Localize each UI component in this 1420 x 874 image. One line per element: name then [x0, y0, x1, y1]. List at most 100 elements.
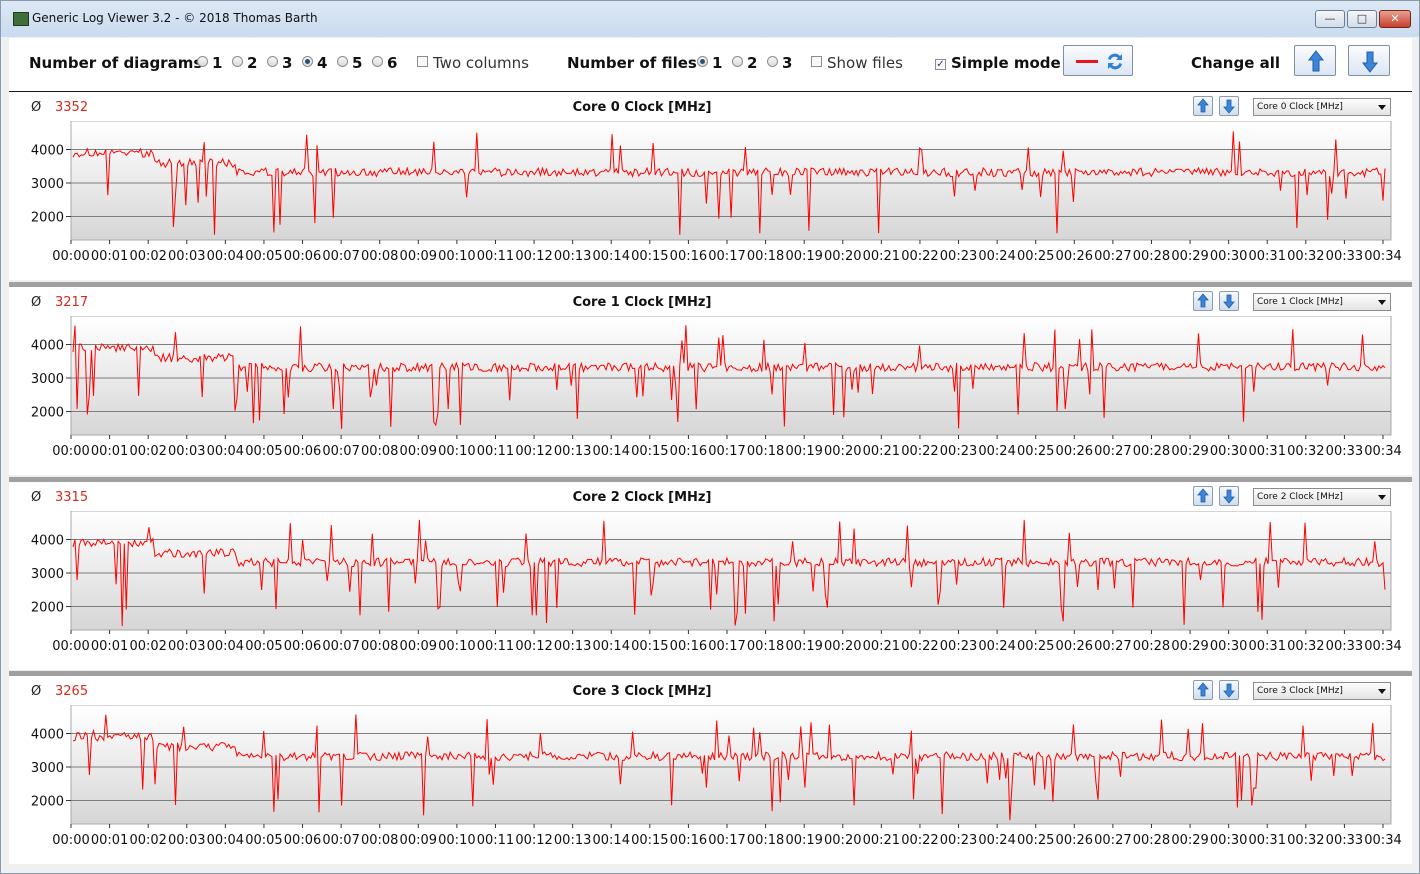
x-tick-label: 00:19: [785, 249, 822, 264]
x-tick-label: 00:33: [1326, 444, 1363, 459]
x-tick-label: 00:02: [129, 249, 166, 264]
x-tick-label: 00:27: [1094, 833, 1131, 848]
x-tick-label: 00:31: [1249, 249, 1286, 264]
toolbar: Number of diagrams 1 2 3 4 5 6 Two colum…: [9, 38, 1412, 93]
move-all-down-button[interactable]: [1348, 45, 1390, 76]
x-tick-label: 00:04: [207, 444, 244, 459]
checkbox-icon: [811, 56, 822, 67]
diagrams-option-4[interactable]: 4: [302, 54, 327, 72]
x-tick-label: 00:22: [901, 249, 938, 264]
series-line: [72, 131, 1386, 235]
arrow-down-icon: [1223, 683, 1235, 698]
x-tick-label: 00:22: [901, 444, 938, 459]
panel-separator[interactable]: [9, 282, 1412, 288]
x-tick-label: 00:12: [515, 249, 552, 264]
x-tick-label: 00:16: [670, 639, 707, 654]
x-tick-label: 00:05: [245, 639, 282, 654]
radio-icon: [232, 56, 243, 67]
x-tick-label: 00:08: [361, 639, 398, 654]
arrow-up-icon: [1197, 293, 1209, 308]
move-down-button[interactable]: [1219, 96, 1239, 116]
chevron-down-icon: [1378, 105, 1386, 110]
minimize-button[interactable]: —: [1315, 10, 1345, 28]
line-color-icon: [1076, 53, 1122, 70]
close-button[interactable]: ✕: [1379, 10, 1411, 28]
app-icon: [13, 12, 29, 26]
series-select-value: Core 0 Clock [MHz]: [1257, 102, 1343, 112]
average-symbol: Ø: [31, 490, 42, 505]
x-tick-label: 00:33: [1326, 249, 1363, 264]
x-tick-label: 00:09: [400, 249, 437, 264]
x-tick-label: 00:11: [477, 444, 514, 459]
x-tick-label: 00:25: [1017, 639, 1054, 654]
series-select[interactable]: Core 0 Clock [MHz]: [1253, 98, 1391, 116]
move-down-button[interactable]: [1219, 680, 1239, 700]
x-tick-label: 00:27: [1094, 639, 1131, 654]
series-select[interactable]: Core 1 Clock [MHz]: [1253, 293, 1391, 311]
x-tick-label: 00:19: [785, 444, 822, 459]
x-tick-label: 00:18: [747, 444, 784, 459]
x-tick-label: 00:04: [207, 639, 244, 654]
radio-selected-icon: [302, 56, 313, 67]
radio-icon: [267, 56, 278, 67]
x-tick-label: 00:33: [1326, 639, 1363, 654]
maximize-button[interactable]: □: [1347, 10, 1377, 28]
x-tick-label: 00:32: [1287, 833, 1324, 848]
diagrams-option-2[interactable]: 2: [232, 54, 257, 72]
x-tick-label: 00:09: [400, 833, 437, 848]
y-tick-label: 4000: [31, 143, 64, 158]
y-tick-label: 4000: [31, 338, 64, 353]
radio-icon: [337, 56, 348, 67]
files-option-3[interactable]: 3: [767, 54, 792, 72]
x-tick-label: 00:05: [245, 444, 282, 459]
move-up-button[interactable]: [1193, 96, 1213, 116]
diagrams-option-1[interactable]: 1: [197, 54, 222, 72]
simple-mode-checkbox[interactable]: ✓ Simple mode: [935, 54, 1061, 72]
x-tick-label: 00:16: [670, 444, 707, 459]
show-files-checkbox[interactable]: Show files: [811, 54, 903, 72]
y-tick-label: 2000: [31, 795, 64, 810]
series-line: [72, 325, 1386, 429]
move-all-up-button[interactable]: [1294, 45, 1336, 76]
diagrams-option-3[interactable]: 3: [267, 54, 292, 72]
x-tick-label: 00:25: [1017, 444, 1054, 459]
arrow-down-icon: [1223, 489, 1235, 504]
panel-separator[interactable]: [9, 477, 1412, 483]
series-select[interactable]: Core 2 Clock [MHz]: [1253, 488, 1391, 506]
plot-area: [70, 705, 1392, 825]
x-tick-label: 00:13: [554, 833, 591, 848]
move-up-button[interactable]: [1193, 486, 1213, 506]
x-tick-label: 00:10: [438, 249, 475, 264]
x-tick-label: 00:00: [52, 833, 89, 848]
move-up-button[interactable]: [1193, 680, 1213, 700]
x-tick-label: 00:30: [1210, 444, 1247, 459]
x-tick-label: 00:29: [1171, 444, 1208, 459]
x-tick-label: 00:28: [1133, 639, 1170, 654]
checkbox-checked-icon: ✓: [935, 59, 946, 70]
average-value: 3217: [55, 295, 89, 310]
diagrams-label: Number of diagrams: [29, 54, 203, 72]
x-tick-label: 00:14: [593, 639, 630, 654]
x-tick-label: 00:24: [978, 249, 1015, 264]
diagrams-option-6[interactable]: 6: [372, 54, 397, 72]
move-up-button[interactable]: [1193, 291, 1213, 311]
files-label: Number of files: [567, 54, 697, 72]
x-tick-label: 00:03: [168, 833, 205, 848]
line-style-button[interactable]: [1063, 45, 1133, 76]
files-option-2[interactable]: 2: [732, 54, 757, 72]
move-down-button[interactable]: [1219, 486, 1239, 506]
x-tick-label: 00:00: [52, 639, 89, 654]
two-columns-checkbox[interactable]: Two columns: [417, 54, 529, 72]
move-down-button[interactable]: [1219, 291, 1239, 311]
files-option-1[interactable]: 1: [697, 54, 722, 72]
series-select[interactable]: Core 3 Clock [MHz]: [1253, 682, 1391, 700]
panel-separator[interactable]: [9, 671, 1412, 677]
x-tick-label: 00:31: [1249, 833, 1286, 848]
series-line: [72, 714, 1386, 821]
x-tick-label: 00:33: [1326, 833, 1363, 848]
x-tick-label: 00:24: [978, 639, 1015, 654]
x-tick-label: 00:20: [824, 249, 861, 264]
diagrams-option-5[interactable]: 5: [337, 54, 362, 72]
x-tick-label: 00:08: [361, 249, 398, 264]
